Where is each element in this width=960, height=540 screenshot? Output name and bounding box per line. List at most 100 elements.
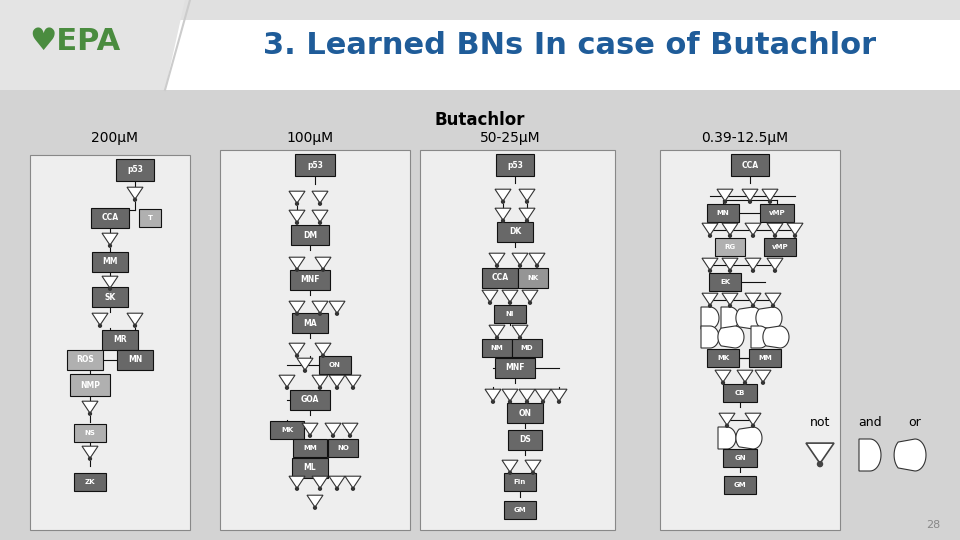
Polygon shape: [718, 326, 744, 348]
Circle shape: [525, 200, 528, 203]
Bar: [220, 150, 410, 530]
Polygon shape: [92, 313, 108, 325]
Polygon shape: [329, 476, 345, 488]
Bar: [707, 204, 739, 222]
Text: T: T: [148, 215, 153, 221]
Text: NI: NI: [506, 311, 515, 317]
Circle shape: [752, 269, 755, 272]
Circle shape: [296, 268, 299, 271]
Polygon shape: [302, 423, 318, 435]
Circle shape: [331, 434, 334, 437]
Circle shape: [752, 234, 755, 237]
Polygon shape: [489, 253, 505, 265]
Polygon shape: [767, 258, 783, 270]
Polygon shape: [289, 301, 305, 313]
Circle shape: [509, 400, 512, 403]
Bar: [30, 155, 190, 530]
Bar: [117, 350, 153, 370]
Circle shape: [88, 413, 91, 415]
Circle shape: [509, 301, 512, 304]
Circle shape: [794, 234, 797, 237]
Text: NM: NM: [491, 345, 503, 351]
Bar: [74, 424, 106, 442]
Polygon shape: [82, 446, 98, 458]
Text: GM: GM: [733, 482, 746, 488]
Text: ROS: ROS: [76, 355, 94, 364]
Text: ML: ML: [303, 463, 316, 472]
Polygon shape: [702, 293, 718, 305]
Circle shape: [351, 386, 354, 389]
Text: Fin: Fin: [514, 479, 526, 485]
Circle shape: [285, 386, 288, 389]
Bar: [0, 0, 960, 90]
Bar: [116, 159, 154, 181]
Circle shape: [724, 200, 727, 203]
Polygon shape: [289, 476, 305, 488]
Circle shape: [322, 268, 324, 271]
Polygon shape: [722, 223, 738, 235]
Text: and: and: [858, 415, 882, 429]
Polygon shape: [859, 439, 881, 471]
Polygon shape: [315, 343, 331, 355]
Text: 28: 28: [925, 520, 940, 530]
Bar: [482, 268, 518, 288]
Polygon shape: [745, 258, 761, 270]
Circle shape: [319, 202, 322, 205]
Bar: [749, 349, 781, 367]
Polygon shape: [529, 253, 545, 265]
Text: vMP: vMP: [772, 244, 788, 250]
Circle shape: [726, 424, 729, 427]
Bar: [724, 476, 756, 494]
Polygon shape: [315, 257, 331, 269]
Text: GM: GM: [514, 507, 526, 513]
Bar: [291, 225, 329, 245]
Circle shape: [708, 305, 711, 307]
Bar: [731, 154, 769, 176]
Polygon shape: [127, 187, 143, 199]
Bar: [0, 0, 960, 20]
Text: p53: p53: [127, 165, 143, 174]
Text: MM: MM: [758, 355, 772, 361]
Text: Butachlor: Butachlor: [435, 111, 525, 129]
Bar: [507, 403, 543, 423]
Bar: [293, 439, 327, 457]
Polygon shape: [762, 189, 778, 201]
Bar: [290, 270, 330, 290]
Circle shape: [108, 244, 111, 247]
Bar: [295, 154, 335, 176]
Circle shape: [536, 264, 539, 267]
Polygon shape: [289, 343, 305, 355]
Polygon shape: [715, 370, 731, 382]
Polygon shape: [502, 389, 518, 401]
Polygon shape: [719, 413, 735, 425]
Circle shape: [348, 434, 351, 437]
Polygon shape: [535, 389, 551, 401]
Bar: [482, 339, 512, 357]
Circle shape: [336, 386, 339, 389]
Circle shape: [319, 386, 322, 389]
Polygon shape: [718, 427, 736, 449]
Text: MK: MK: [281, 427, 293, 433]
Circle shape: [296, 354, 299, 357]
Text: MD: MD: [520, 345, 534, 351]
Text: MN: MN: [716, 210, 730, 216]
Polygon shape: [756, 307, 782, 329]
Bar: [139, 209, 161, 227]
Text: ON: ON: [329, 362, 341, 368]
Polygon shape: [894, 439, 926, 471]
Bar: [715, 238, 745, 256]
Text: 200μM: 200μM: [91, 131, 138, 145]
Bar: [494, 305, 526, 323]
Bar: [420, 150, 615, 530]
Circle shape: [501, 200, 504, 203]
Text: MK: MK: [717, 355, 730, 361]
Text: SK: SK: [105, 293, 115, 301]
Polygon shape: [312, 301, 328, 313]
Polygon shape: [745, 293, 761, 305]
Polygon shape: [765, 293, 781, 305]
Circle shape: [314, 507, 317, 509]
Circle shape: [319, 487, 322, 490]
Bar: [74, 473, 106, 491]
Bar: [91, 208, 129, 228]
Polygon shape: [737, 370, 753, 382]
